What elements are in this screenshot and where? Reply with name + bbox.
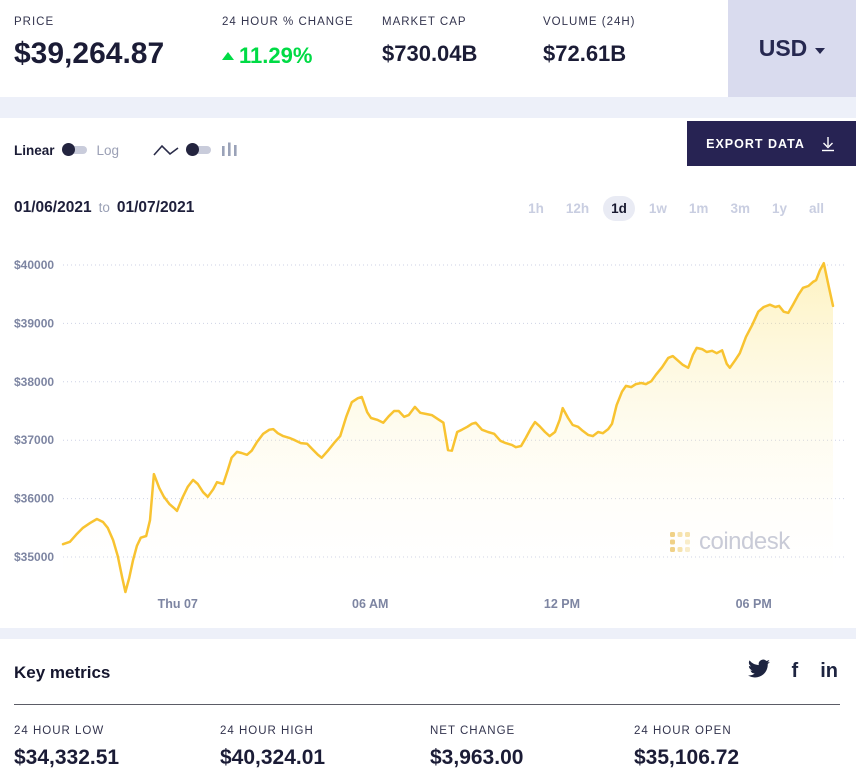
key-metrics-divider (14, 704, 840, 705)
range-1w[interactable]: 1w (648, 201, 667, 216)
market-cap-label: MARKET CAP (382, 16, 467, 28)
range-all[interactable]: all (808, 201, 824, 216)
toggle-knob (61, 143, 75, 156)
price-line (61, 261, 835, 594)
date-separator: to (98, 200, 110, 215)
y-axis-label: $37000 (14, 433, 54, 447)
metric-net-change: NET CHANGE $3,963.00 (430, 725, 523, 770)
change-value: 11.29% (239, 43, 313, 68)
currency-selector[interactable]: USD (728, 0, 856, 97)
metric-24h-open: 24 HOUR OPEN $35,106.72 (634, 725, 739, 770)
log-scale-label[interactable]: Log (96, 142, 120, 158)
export-data-button[interactable]: EXPORT DATA (687, 121, 856, 166)
price-area (63, 263, 833, 602)
price-stat: PRICE $39,264.87 (14, 16, 164, 71)
bar-chart-icon[interactable] (221, 141, 238, 159)
chart-controls: Linear Log (14, 141, 238, 159)
range-3m[interactable]: 3m (730, 201, 750, 216)
y-axis-label: $38000 (14, 375, 54, 389)
metric-24h-low: 24 HOUR LOW $34,332.51 (14, 725, 119, 770)
price-value: $39,264.87 (14, 37, 165, 70)
currency-selected: USD (758, 35, 808, 61)
scale-toggle[interactable] (61, 143, 87, 156)
export-data-label: EXPORT DATA (706, 136, 805, 151)
watermark-text: coindesk (699, 528, 790, 555)
linear-scale-label[interactable]: Linear (14, 142, 55, 158)
range-12h[interactable]: 12h (565, 201, 590, 216)
facebook-icon[interactable]: f (791, 660, 799, 682)
market-cap-value: $730.04B (382, 41, 478, 66)
linkedin-icon[interactable]: in (820, 660, 838, 682)
price-chart[interactable]: $35000 $36000 $37000 $38000 $39000 $40000 Thu … (0, 240, 856, 625)
market-cap-stat: MARKET CAP $730.04B (382, 16, 477, 67)
metric-label: 24 HOUR OPEN (634, 725, 732, 737)
social-share-buttons: f in (747, 659, 838, 683)
metric-24h-high: 24 HOUR HIGH $40,324.01 (220, 725, 325, 770)
y-axis-label: $40000 (14, 258, 54, 272)
range-1m[interactable]: 1m (688, 201, 709, 216)
metric-value: $40,324.01 (220, 746, 326, 769)
date-end[interactable]: 01/07/2021 (116, 199, 195, 216)
metric-value: $34,332.51 (14, 746, 120, 769)
price-label: PRICE (14, 16, 55, 28)
y-axis-label: $36000 (14, 492, 54, 506)
metric-value: $3,963.00 (430, 746, 524, 769)
volume-stat: VOLUME (24H) $72.61B (543, 16, 636, 67)
chevron-down-icon (815, 47, 826, 54)
key-metrics-title: Key metrics (14, 663, 111, 682)
section-divider-strip (0, 628, 856, 639)
watermark: coindesk (668, 528, 790, 556)
coindesk-logo-icon (670, 532, 690, 552)
chart-type-toggle[interactable] (186, 143, 212, 156)
change-value-row: 11.29% (222, 43, 354, 69)
date-range: 01/06/2021 to 01/07/2021 (14, 199, 194, 217)
range-selector: 1h 12h 1d 1w 1m 3m 1y all (520, 196, 832, 221)
range-1y[interactable]: 1y (771, 201, 787, 216)
toggle-knob (186, 143, 200, 156)
volume-label: VOLUME (24H) (543, 16, 636, 28)
twitter-icon[interactable] (747, 659, 770, 683)
change-label: 24 HOUR % CHANGE (222, 16, 354, 28)
range-1d[interactable]: 1d (603, 196, 635, 221)
metric-label: NET CHANGE (430, 725, 516, 737)
section-divider-strip (0, 97, 856, 118)
change-stat: 24 HOUR % CHANGE 11.29% (222, 16, 354, 69)
date-start[interactable]: 01/06/2021 (14, 199, 92, 216)
metric-value: $35,106.72 (634, 746, 740, 769)
metric-label: 24 HOUR HIGH (220, 725, 314, 737)
download-icon (821, 136, 834, 151)
y-axis-label: $39000 (14, 316, 54, 330)
metric-label: 24 HOUR LOW (14, 725, 105, 737)
price-chart-svg: $35000$36000$37000$38000$39000$40000Thu … (14, 258, 845, 611)
line-chart-icon[interactable] (153, 142, 179, 158)
up-arrow-icon (222, 52, 234, 60)
y-axis-label: $35000 (14, 550, 54, 564)
range-1h[interactable]: 1h (528, 201, 544, 216)
volume-value: $72.61B (543, 41, 627, 66)
